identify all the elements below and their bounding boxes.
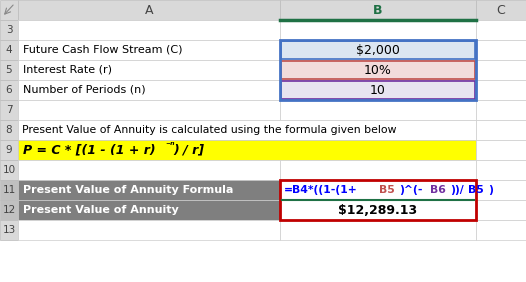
Text: 9: 9 <box>6 145 12 155</box>
Bar <box>0 60 18 80</box>
Bar <box>18 80 280 100</box>
Text: Future Cash Flow Stream (C): Future Cash Flow Stream (C) <box>23 45 183 55</box>
Bar <box>476 180 526 200</box>
Text: 6: 6 <box>6 85 12 95</box>
Bar <box>18 0 280 20</box>
Bar <box>476 20 526 40</box>
Text: P = C * [(1 - (1 + r): P = C * [(1 - (1 + r) <box>23 144 156 157</box>
Text: 8: 8 <box>6 125 12 135</box>
Bar <box>476 80 526 100</box>
Bar <box>476 220 526 240</box>
Bar <box>280 220 476 240</box>
Text: Interest Rate (r): Interest Rate (r) <box>23 65 112 75</box>
Bar <box>476 160 526 180</box>
Text: C: C <box>497 3 505 17</box>
Text: Number of Periods (n): Number of Periods (n) <box>23 85 146 95</box>
Bar <box>0 200 18 220</box>
Text: A: A <box>145 3 153 17</box>
Text: 13: 13 <box>3 225 16 235</box>
Text: 5: 5 <box>6 65 12 75</box>
Bar <box>281 41 475 59</box>
Bar <box>0 100 18 120</box>
Bar <box>281 61 475 79</box>
Text: 3: 3 <box>6 25 12 35</box>
Text: 10%: 10% <box>364 63 392 76</box>
Bar <box>476 140 526 160</box>
Text: ))/: ))/ <box>450 185 464 195</box>
Text: Present Value of Annuity Formula: Present Value of Annuity Formula <box>23 185 234 195</box>
Bar <box>476 40 526 60</box>
Text: 10: 10 <box>370 83 386 96</box>
Bar <box>18 220 280 240</box>
Bar <box>18 180 280 200</box>
Bar <box>0 180 18 200</box>
Bar <box>18 60 280 80</box>
Text: ) / r]: ) / r] <box>173 144 204 157</box>
Bar <box>0 120 18 140</box>
Text: =B4*((1-(1+: =B4*((1-(1+ <box>284 185 358 195</box>
Text: 4: 4 <box>6 45 12 55</box>
Text: B6: B6 <box>430 185 446 195</box>
Bar <box>280 200 476 220</box>
Text: ⁻ⁿ: ⁻ⁿ <box>165 141 175 151</box>
Text: B5: B5 <box>379 185 395 195</box>
Bar <box>0 40 18 60</box>
Bar <box>0 80 18 100</box>
Bar <box>476 120 526 140</box>
Bar <box>18 120 476 140</box>
Bar <box>280 60 476 80</box>
Text: B5: B5 <box>468 185 484 195</box>
Bar <box>281 81 475 99</box>
Bar <box>0 220 18 240</box>
Bar <box>476 200 526 220</box>
Text: Present Value of Annuity is calculated using the formula given below: Present Value of Annuity is calculated u… <box>22 125 397 135</box>
Bar <box>280 80 476 100</box>
Bar <box>476 0 526 20</box>
Bar <box>18 140 476 160</box>
Bar <box>0 20 18 40</box>
Text: 11: 11 <box>3 185 16 195</box>
Bar <box>18 20 280 40</box>
Text: ): ) <box>488 185 493 195</box>
Text: 10: 10 <box>3 165 16 175</box>
Bar <box>18 40 280 60</box>
Text: 12: 12 <box>3 205 16 215</box>
Bar <box>280 160 476 180</box>
Bar <box>280 100 476 120</box>
Bar <box>0 160 18 180</box>
Bar <box>280 0 476 20</box>
Bar <box>476 60 526 80</box>
Text: )^(-: )^(- <box>399 185 423 195</box>
Bar <box>280 180 476 220</box>
Bar <box>0 140 18 160</box>
Bar <box>18 200 280 220</box>
Bar <box>280 40 476 60</box>
Text: 7: 7 <box>6 105 12 115</box>
Bar <box>280 20 476 40</box>
Bar <box>0 0 18 20</box>
Text: Present Value of Annuity: Present Value of Annuity <box>23 205 179 215</box>
Bar <box>280 180 476 200</box>
Text: $2,000: $2,000 <box>356 43 400 56</box>
Bar <box>280 40 476 100</box>
Text: B: B <box>373 3 383 17</box>
Bar <box>18 160 280 180</box>
Text: $12,289.13: $12,289.13 <box>338 204 418 217</box>
Bar <box>476 100 526 120</box>
Bar <box>18 100 280 120</box>
